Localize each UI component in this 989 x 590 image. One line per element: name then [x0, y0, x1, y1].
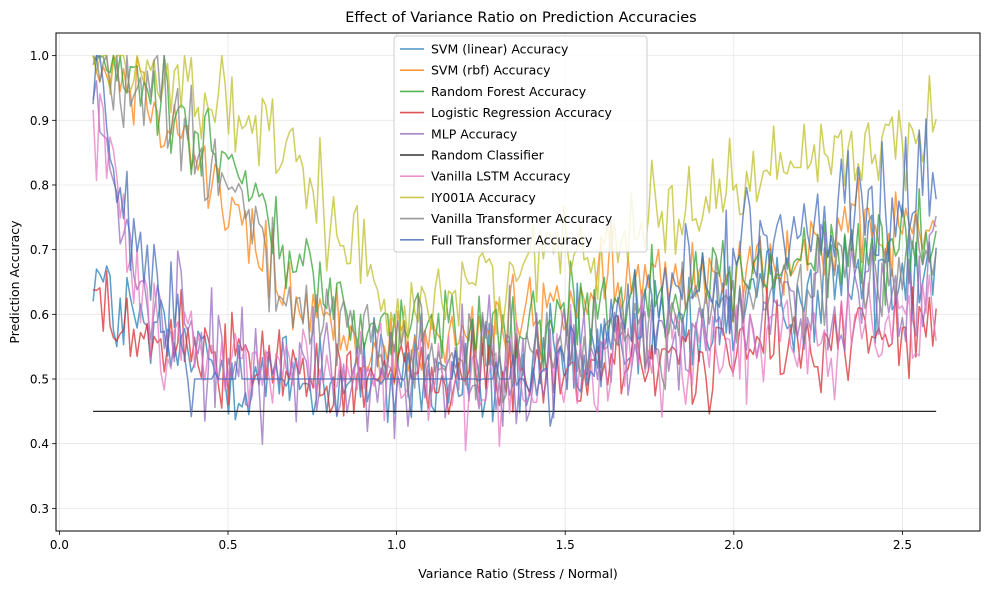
legend-label: MLP Accuracy	[431, 126, 518, 141]
legend-label: Random Forest Accuracy	[431, 84, 587, 99]
axis-ticks: 0.0 0.5 1.0 1.5 2.0 2.5 0.3 0.4 0.5 0.6 0.7 0.8 0.9 1…	[30, 49, 912, 552]
legend-label: Random Classifier	[431, 148, 545, 163]
series-lines	[92, 54, 937, 452]
x-tick-label: 2.5	[893, 538, 912, 552]
y-tick-label: 0.4	[30, 437, 49, 451]
series-line-9	[92, 54, 937, 404]
legend-label: Vanilla LSTM Accuracy	[431, 169, 571, 184]
x-tick-label: 0.5	[218, 538, 237, 552]
plot-area-frame	[55, 32, 981, 532]
x-tick-label: 0.0	[50, 538, 69, 552]
x-axis-label: Variance Ratio (Stress / Normal)	[418, 566, 618, 581]
y-tick-label: 0.8	[30, 178, 49, 192]
legend-label: IY001A Accuracy	[431, 190, 536, 205]
legend-label: Full Transformer Accuracy	[431, 232, 593, 247]
y-tick-label: 0.6	[30, 308, 49, 322]
legend-label: Vanilla Transformer Accuracy	[431, 211, 613, 226]
x-tick-label: 2.0	[724, 538, 743, 552]
y-tick-label: 0.7	[30, 243, 49, 257]
series-line-2	[92, 54, 937, 385]
legend-label: Logistic Regression Accuracy	[431, 105, 613, 120]
legend-label: SVM (linear) Accuracy	[431, 42, 569, 57]
y-tick-label: 0.3	[30, 502, 49, 516]
y-axis-label: Prediction Accuracy	[7, 220, 22, 344]
chart-title: Effect of Variance Ratio on Prediction A…	[345, 10, 696, 26]
legend-box	[393, 35, 648, 253]
y-tick-label: 0.9	[30, 114, 49, 128]
x-tick-label: 1.5	[556, 538, 575, 552]
x-tick-label: 1.0	[387, 538, 406, 552]
series-line-10	[92, 54, 937, 427]
legend-label: SVM (rbf) Accuracy	[431, 63, 551, 78]
series-line-3	[92, 54, 937, 374]
series-line-8	[92, 54, 937, 345]
legend: SVM (linear) Accuracy SVM (rbf) Accuracy R…	[393, 35, 648, 253]
y-tick-label: 0.5	[30, 373, 49, 387]
y-tick-label: 1.0	[30, 49, 49, 63]
